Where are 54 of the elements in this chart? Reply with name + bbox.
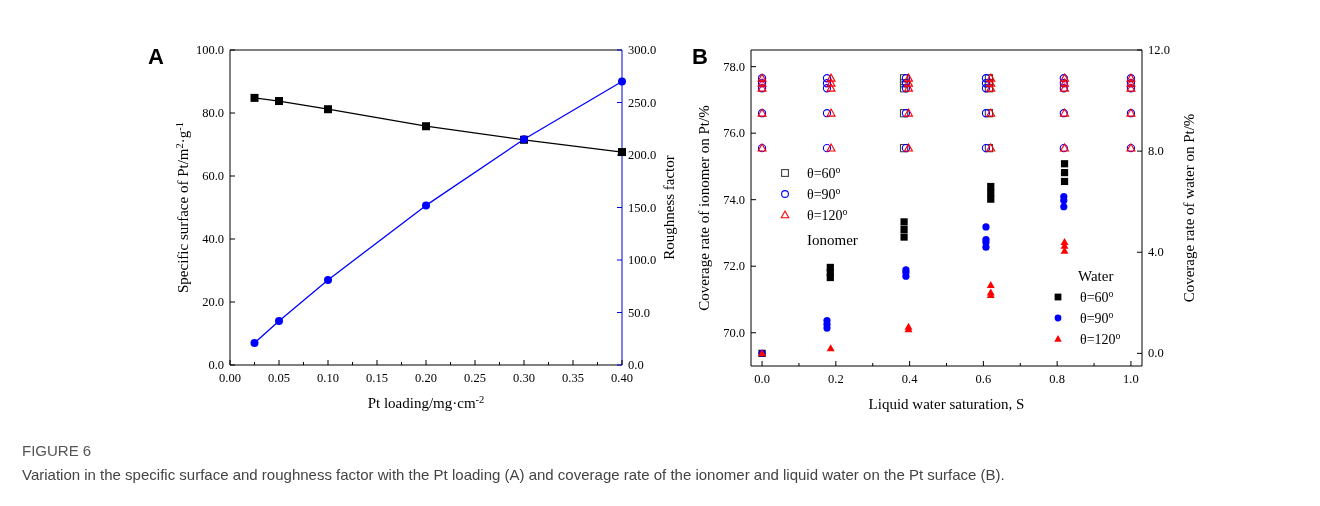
x-tick-label: 0.6 [975, 372, 992, 386]
x-tick-label: 0.0 [754, 372, 770, 386]
x-axis-title: Pt loading/mg·cm$^{-2}$ [367, 393, 485, 411]
y2-tick-label: 0.0 [1148, 346, 1164, 361]
y-tick-label: 0.0 [208, 358, 224, 372]
legend-label: θ=90$^{o}$ [807, 184, 841, 202]
x-tick-label: 0.8 [1049, 372, 1065, 386]
legend-label: θ=60$^{o}$ [1080, 287, 1114, 305]
y-tick-label: 20.0 [202, 295, 224, 309]
y2-tick-label: 12.0 [1148, 43, 1170, 57]
caption: FIGURE 6 [22, 442, 92, 459]
y2-tick-label: 50.0 [628, 305, 650, 320]
chart-title: A [148, 44, 164, 69]
y2-tick-label: 4.0 [1148, 245, 1164, 260]
x-tick-label: 0.05 [268, 371, 290, 385]
y2-tick-label: 8.0 [1148, 144, 1164, 159]
y-tick-label: 76.0 [723, 126, 745, 141]
x-tick-label: 0.30 [513, 371, 535, 385]
legend-label: θ=90$^{o}$ [1080, 308, 1114, 326]
y-tick-label: 72.0 [723, 259, 745, 274]
x-tick-label: 0.20 [415, 371, 437, 385]
y2-tick-label: 150.0 [628, 200, 657, 215]
x-tick-label: 0.10 [317, 371, 339, 385]
x-tick-label: 0.2 [828, 372, 844, 386]
y2-tick-label: 250.0 [628, 95, 657, 110]
legend-label: θ=120$^{o}$ [1080, 329, 1121, 347]
x-tick-label: 0.40 [611, 371, 633, 385]
chart-title: B [692, 44, 708, 69]
y-tick-label: 78.0 [723, 59, 745, 74]
y-tick-label: 100.0 [195, 43, 224, 57]
x-tick-label: 0.35 [562, 371, 584, 385]
legend-label: θ=120$^{o}$ [807, 205, 848, 223]
y2-axis-title: Roughness factor [661, 155, 677, 260]
annotation: Water [1078, 268, 1114, 284]
legend-label: θ=60$^{o}$ [807, 163, 841, 181]
y-tick-label: 60.0 [202, 169, 224, 183]
y-tick-label: 80.0 [202, 106, 224, 120]
y2-axis-title: Coverage rate of water on Pt/% [1181, 113, 1197, 303]
y-axis-title: Coverage rate of ionomer on Pt/% [696, 105, 712, 311]
y2-tick-label: 200.0 [628, 148, 657, 162]
y2-tick-label: 100.0 [628, 253, 657, 267]
annotation: Ionomer [807, 232, 858, 248]
y2-tick-label: 0.0 [628, 358, 644, 372]
x-tick-label: 0.25 [464, 371, 486, 385]
y-tick-label: 74.0 [723, 192, 745, 207]
y2-tick-label: 300.0 [628, 43, 657, 57]
x-tick-label: 0.00 [219, 371, 241, 385]
x-tick-label: 0.4 [901, 372, 919, 386]
x-axis-title: Liquid water saturation, S [868, 396, 1025, 412]
text: Variation in the specific surface and roughness factor with the Pt loading (A) and coverage rate of the ionomer and liquid water on the Pt surface (B). [22, 466, 1005, 483]
y-tick-label: 70.0 [723, 325, 745, 340]
y-tick-label: 40.0 [202, 232, 224, 246]
x-tick-label: 0.15 [366, 371, 388, 385]
x-tick-label: 1.0 [1123, 372, 1139, 386]
